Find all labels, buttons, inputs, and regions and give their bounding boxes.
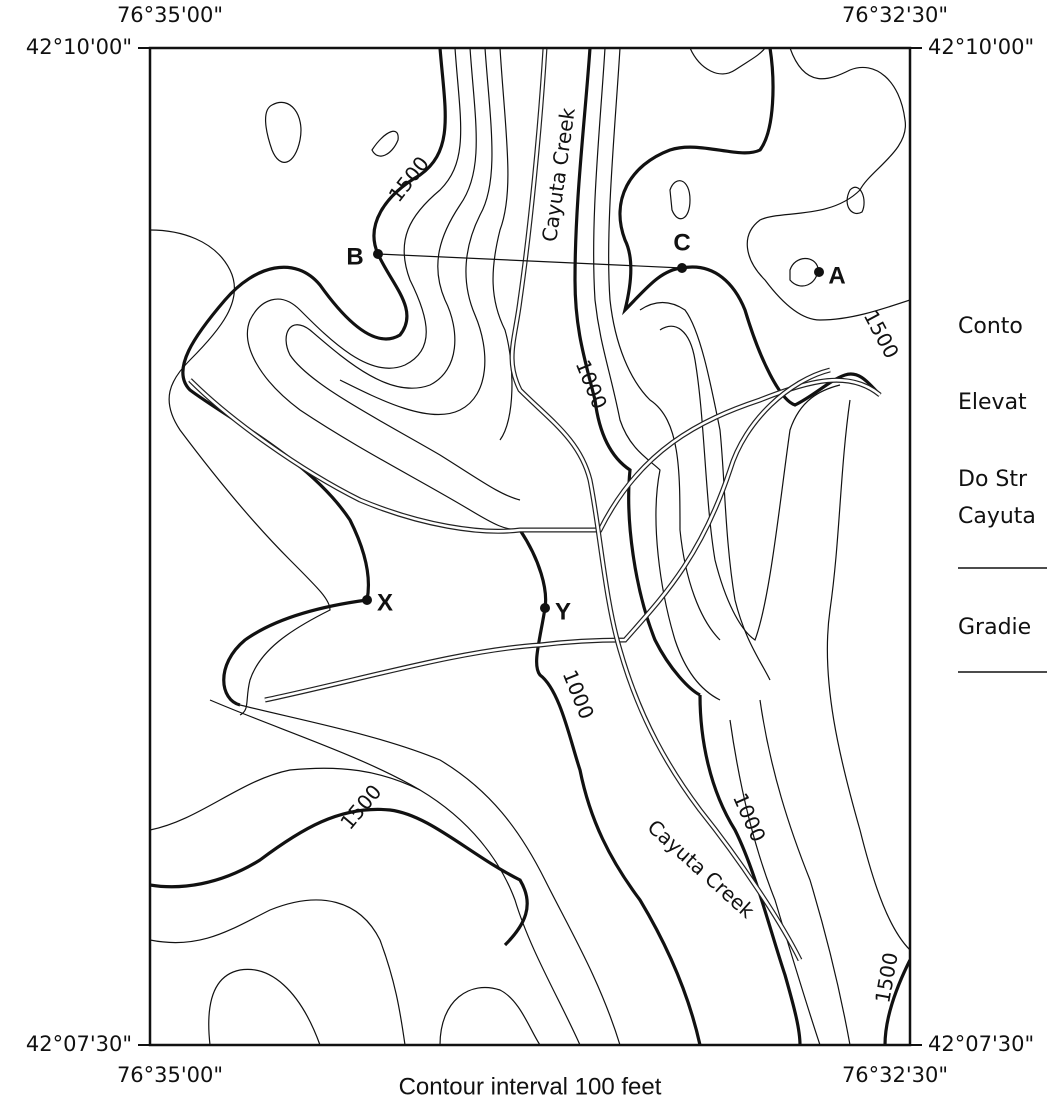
- contour: [371, 130, 399, 157]
- coordinate-label: 76°32'30": [842, 1063, 948, 1087]
- contour: [208, 968, 321, 1045]
- corner-ticks: [138, 47, 922, 1046]
- contour-index: [181, 48, 447, 707]
- contour: [150, 767, 421, 831]
- coordinate-label: 76°32'30": [842, 3, 948, 27]
- point-label: A: [828, 262, 845, 289]
- contour-index: [573, 48, 701, 697]
- coordinate-label: 42°10'00": [928, 35, 1034, 59]
- question-text: Gradie: [958, 615, 1031, 640]
- contour: [608, 48, 721, 641]
- contour: [150, 899, 406, 1045]
- point-dots: [362, 249, 824, 613]
- contour: [492, 48, 513, 441]
- contour: [639, 301, 771, 681]
- point-label: C: [673, 229, 690, 256]
- contours: [150, 48, 910, 1045]
- contour: [689, 48, 766, 75]
- map-frame: [148, 46, 912, 1047]
- contour: [593, 48, 721, 701]
- point-label: Y: [555, 598, 571, 625]
- contour-label: 1500: [384, 152, 434, 207]
- contour: [285, 48, 521, 501]
- contour: [246, 48, 521, 531]
- contour: [439, 986, 541, 1045]
- contour: [826, 399, 910, 951]
- contour-index: [883, 959, 910, 1045]
- contour: [846, 186, 865, 214]
- contour: [759, 699, 851, 1045]
- contour: [729, 719, 821, 1045]
- profile-line: [377, 253, 683, 269]
- coordinate-label: 42°10'00": [26, 35, 132, 59]
- contour-index: [150, 807, 529, 947]
- road: [189, 378, 881, 533]
- contour: [789, 257, 819, 287]
- contour: [239, 704, 621, 1045]
- creek-label: Cayuta Creek: [537, 106, 580, 244]
- contour: [209, 699, 581, 1045]
- contour-label: 1500: [335, 780, 386, 834]
- road: [264, 368, 831, 702]
- contour-index: [618, 48, 882, 407]
- coordinate-label: 42°07'30": [26, 1032, 132, 1056]
- point-label: X: [377, 589, 393, 616]
- coordinate-label: 76°35'00": [117, 1063, 223, 1087]
- question-text: Cayuta: [958, 504, 1036, 529]
- contour-label: 1000: [571, 356, 612, 412]
- coordinate-label: 76°35'00": [117, 3, 223, 27]
- contour: [746, 48, 910, 321]
- contour: [659, 325, 841, 641]
- question-text: Elevat: [958, 390, 1027, 415]
- question-text: Conto: [958, 314, 1023, 339]
- contour-label: 1500: [870, 951, 902, 1005]
- contour-label: 1500: [859, 306, 904, 362]
- question-text: Do Str: [958, 467, 1028, 492]
- contour: [150, 229, 331, 716]
- creek: [510, 48, 802, 961]
- coordinate-label: 42°07'30": [928, 1032, 1034, 1056]
- contour: [669, 180, 691, 220]
- contour-label: 1000: [728, 789, 771, 845]
- caption: Contour interval 100 feet: [399, 1073, 662, 1100]
- contour: [339, 48, 493, 416]
- point-label: B: [346, 243, 363, 270]
- contour: [265, 101, 302, 163]
